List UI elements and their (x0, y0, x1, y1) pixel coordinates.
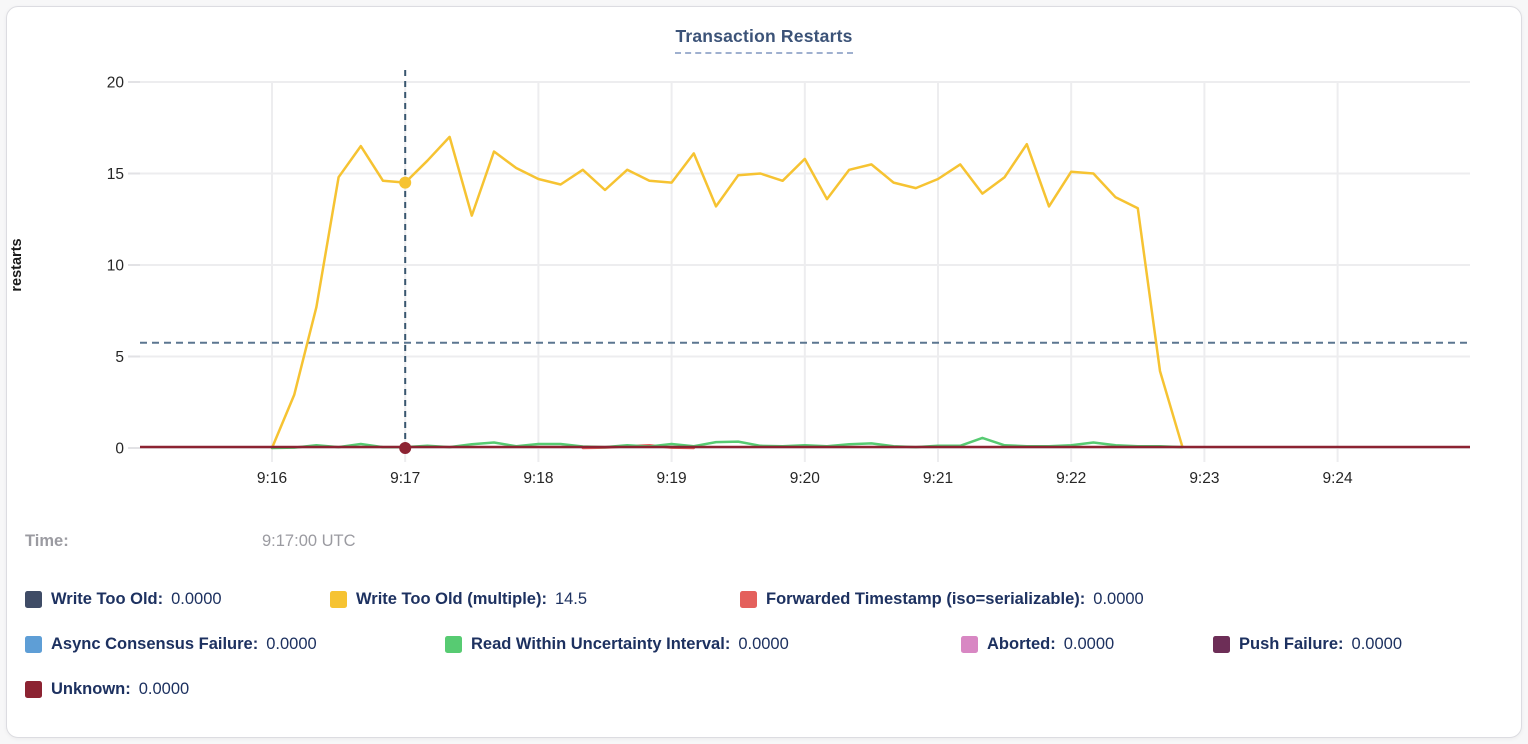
svg-text:15: 15 (107, 166, 124, 183)
svg-text:9:23: 9:23 (1189, 470, 1219, 487)
legend-item-read-within-uncertainty-interval: Read Within Uncertainty Interval: 0.0000 (445, 635, 789, 654)
y-axis-label: restarts (9, 238, 25, 292)
legend-item-write-too-old: Write Too Old: 0.0000 (25, 590, 222, 609)
legend-swatch (1213, 636, 1230, 653)
legend-label: Unknown: (51, 680, 131, 698)
svg-text:20: 20 (107, 75, 125, 92)
legend-label: Push Failure: (1239, 635, 1344, 653)
legend-value: 0.0000 (266, 635, 317, 653)
time-label: Time: (25, 532, 69, 550)
legend-label: Read Within Uncertainty Interval: (471, 635, 731, 653)
legend-value: 0.0000 (171, 590, 222, 608)
legend-swatch (330, 591, 347, 608)
svg-text:9:22: 9:22 (1056, 470, 1086, 487)
legend-item-push-failure: Push Failure: 0.0000 (1213, 635, 1402, 654)
svg-text:9:24: 9:24 (1323, 470, 1354, 487)
series-write-too-old-multiple (270, 135, 1184, 450)
svg-text:9:19: 9:19 (657, 470, 687, 487)
legend-item-unknown: Unknown: 0.0000 (25, 680, 189, 699)
chart-card (6, 6, 1522, 738)
legend-value: 0.0000 (738, 635, 789, 653)
svg-text:9:17: 9:17 (390, 470, 420, 487)
time-value: 9:17:00 UTC (262, 532, 356, 550)
svg-text:9:21: 9:21 (923, 470, 953, 487)
legend-swatch (25, 681, 42, 698)
svg-text:9:20: 9:20 (790, 470, 821, 487)
legend-label: Write Too Old (multiple): (356, 590, 547, 608)
x-gridlines: 9:16 9:17 9:18 9:19 9:20 9:21 9:22 9:23 9:24 (257, 82, 1353, 487)
legend-item-async-consensus-failure: Async Consensus Failure: 0.0000 (25, 635, 317, 654)
chart-title-wrap: Transaction Restarts (0, 26, 1528, 54)
svg-text:9:18: 9:18 (523, 470, 553, 487)
legend-item-forwarded-timestamp-iso-serializable: Forwarded Timestamp (iso=serializable): 0… (740, 590, 1144, 609)
legend-value: 0.0000 (138, 680, 190, 698)
chart-plot-area[interactable]: 0 5 10 15 20 9:16 9:17 9:18 9:19 9:20 9:21 9:22 9:23… (0, 0, 1528, 505)
legend-value: 0.0000 (1351, 635, 1402, 653)
legend-label: Write Too Old: (51, 590, 164, 608)
legend-label: Async Consensus Failure: (51, 635, 259, 653)
legend-swatch (740, 591, 757, 608)
legend-swatch (445, 636, 462, 653)
legend-swatch (25, 636, 42, 653)
hover-dot-write-too-old-multiple (399, 176, 412, 189)
svg-text:9:16: 9:16 (257, 470, 287, 487)
legend-swatch (961, 636, 978, 653)
legend-item-aborted: Aborted: 0.0000 (961, 635, 1114, 654)
svg-text:10: 10 (107, 258, 125, 275)
legend-label: Aborted: (987, 635, 1056, 653)
legend-value: 0.0000 (1063, 635, 1115, 653)
legend-value: 0.0000 (1093, 590, 1144, 608)
svg-text:5: 5 (115, 349, 124, 366)
legend-value: 14.5 (554, 590, 588, 608)
legend-item-write-too-old-multiple: Write Too Old (multiple): 14.5 (330, 590, 587, 609)
legend-swatch (25, 591, 42, 608)
legend-label: Forwarded Timestamp (iso=serializable): (766, 590, 1086, 608)
y-gridlines: 0 5 10 15 20 (107, 75, 1470, 458)
hover-dot-unknown (399, 442, 412, 454)
chart-title[interactable]: Transaction Restarts (675, 26, 853, 54)
svg-text:0: 0 (115, 441, 124, 458)
